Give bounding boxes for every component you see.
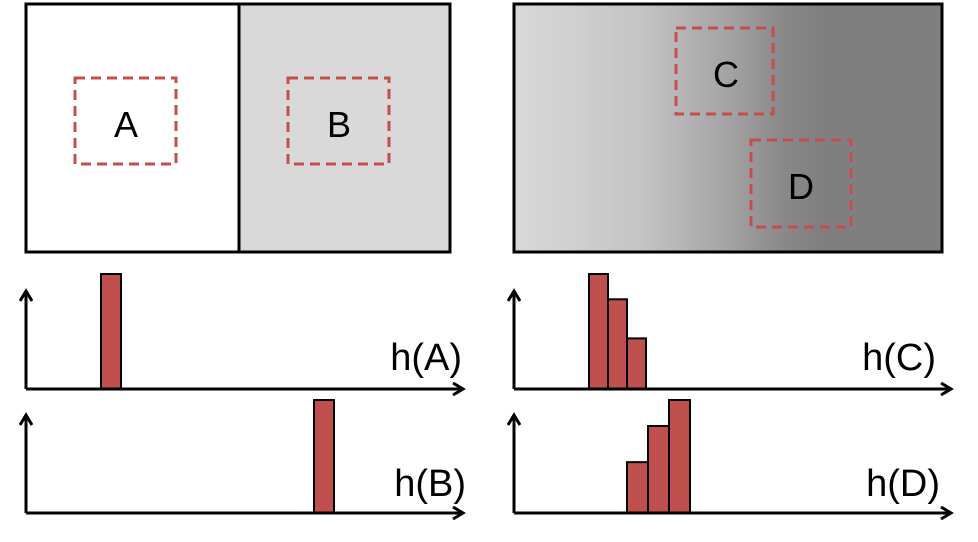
- histogram-d-bar-1: [626, 461, 649, 514]
- region-b-box: [286, 76, 391, 166]
- histogram-d-bars: [626, 399, 691, 514]
- histogram-d: h(D): [514, 399, 950, 514]
- histogram-a-bar-1: [100, 273, 122, 390]
- image-panel-cd: C D: [512, 2, 944, 254]
- histogram-b-bars: [313, 399, 335, 514]
- region-d-label: D: [788, 166, 814, 207]
- histogram-a-label: h(A): [390, 337, 462, 379]
- region-d-box: [749, 138, 853, 229]
- histogram-d-label: h(D): [866, 463, 940, 505]
- histogram-c-bar-3: [626, 337, 647, 390]
- histogram-c-label: h(C): [862, 337, 936, 379]
- region-a-box: [73, 76, 178, 166]
- region-c-box: [674, 26, 775, 116]
- histogram-c-bar-1: [588, 273, 609, 390]
- histogram-b-bar-1: [313, 399, 335, 514]
- histogram-a-bars: [100, 273, 122, 390]
- region-a-label: A: [114, 104, 138, 145]
- region-c-label: C: [713, 54, 739, 95]
- panel-b-background: [239, 4, 450, 252]
- image-panel-ab: A B: [24, 2, 452, 254]
- histogram-b-label: h(B): [394, 463, 466, 505]
- panel-cd-gradient: [512, 2, 944, 254]
- histogram-c-bars: [588, 273, 647, 390]
- histogram-d-bar-3: [668, 399, 691, 514]
- histogram-a: h(A): [26, 273, 462, 390]
- region-b-label: B: [327, 104, 351, 145]
- histogram-b: h(B): [26, 399, 466, 514]
- histogram-c: h(C): [514, 273, 950, 390]
- histogram-c-bar-2: [607, 298, 628, 390]
- histogram-d-bar-2: [647, 424, 670, 514]
- panel-a-background: [26, 4, 239, 252]
